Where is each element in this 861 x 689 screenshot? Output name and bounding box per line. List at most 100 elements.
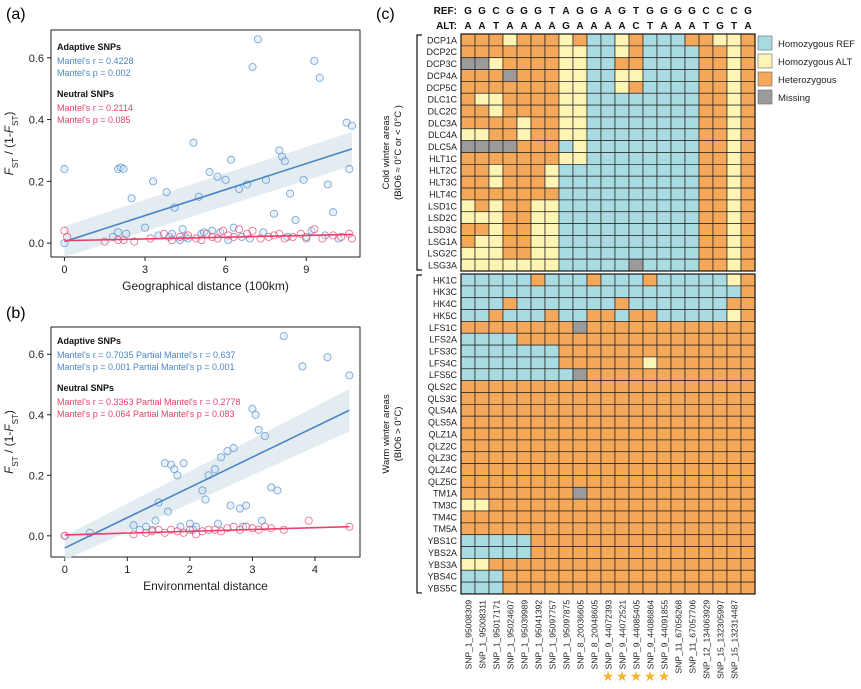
alt-allele: A <box>744 21 751 32</box>
genotype-cell <box>712 235 728 248</box>
genotype-cell <box>740 175 756 189</box>
genotype-cell <box>460 522 476 536</box>
genotype-cell <box>740 69 756 82</box>
genotype-cell <box>488 246 504 260</box>
genotype-cell <box>670 128 686 142</box>
adaptive-point <box>323 353 332 362</box>
neutral-point <box>175 232 185 241</box>
genotype-cell <box>614 415 630 429</box>
genotype-cell <box>530 309 546 322</box>
genotype-cell <box>460 92 476 106</box>
genotype-cell <box>670 175 686 189</box>
genotype-cell <box>586 258 602 272</box>
genotype-cell <box>460 534 476 547</box>
group-title: Warm winter areas <box>381 394 392 474</box>
genotype-cell <box>502 486 518 500</box>
genotype-cell <box>460 569 476 583</box>
adaptive-point <box>278 152 287 161</box>
genotype-cell <box>502 392 518 405</box>
genotype-cell <box>474 569 490 583</box>
adaptive-point <box>242 501 251 510</box>
genotype-cell <box>698 309 714 322</box>
genotype-cell <box>460 175 476 189</box>
neutral-point <box>310 225 319 234</box>
genotype-cell <box>530 57 546 70</box>
genotype-cell <box>698 534 714 547</box>
genotype-cell <box>740 427 756 441</box>
neutral-fit-line <box>64 233 352 242</box>
genotype-cell <box>726 581 742 595</box>
ref-allele: C <box>702 6 709 17</box>
genotype-cell <box>726 463 742 476</box>
genotype-cell <box>460 45 476 59</box>
genotype-cell <box>558 104 574 118</box>
sample-label: HLT2C <box>429 166 457 176</box>
genotype-cell <box>698 140 714 153</box>
genotype-cell <box>558 223 574 236</box>
neutral-point <box>235 225 244 234</box>
genotype-cell <box>614 321 630 334</box>
genotype-cell <box>642 128 658 142</box>
y-axis-label-part: ) <box>2 112 16 116</box>
genotype-cell <box>600 128 616 142</box>
genotype-cell <box>698 116 714 130</box>
genotype-cell <box>740 498 756 512</box>
genotype-cell <box>670 404 686 417</box>
genotype-cell <box>460 187 476 201</box>
genotype-cell <box>656 116 672 130</box>
genotype-cell <box>600 344 616 358</box>
genotype-cell <box>544 510 560 524</box>
genotype-cell <box>516 92 532 106</box>
alt-allele: A <box>506 21 513 32</box>
adaptive-point <box>162 188 171 197</box>
adaptive-point <box>254 425 263 434</box>
genotype-cell <box>698 332 714 346</box>
genotype-cell <box>628 235 644 248</box>
genotype-cell <box>656 321 672 334</box>
genotype-cell <box>628 475 644 488</box>
genotype-cell <box>558 211 574 224</box>
genotype-cell <box>656 415 672 429</box>
genotype-cell <box>474 81 490 94</box>
genotype-cell <box>502 69 518 82</box>
genotype-cell <box>586 569 602 583</box>
genotype-cell <box>698 199 714 213</box>
genotype-cell <box>544 404 560 417</box>
genotype-cell <box>614 510 630 524</box>
genotype-cell <box>530 463 546 476</box>
genotype-cell <box>740 258 756 272</box>
star-icon: ★ <box>658 668 671 684</box>
alt-allele: A <box>576 21 583 32</box>
genotype-cell <box>544 273 560 287</box>
genotype-cell <box>684 380 700 393</box>
genotype-cell <box>572 486 588 500</box>
genotype-cell <box>684 427 700 441</box>
genotype-cell <box>726 175 742 189</box>
sample-label: HK5C <box>433 311 458 321</box>
genotype-cell <box>614 199 630 213</box>
genotype-cell <box>460 581 476 595</box>
adaptive-fit-line <box>64 148 353 243</box>
genotype-cell <box>474 439 490 453</box>
genotype-cell <box>586 439 602 453</box>
genotype-cell <box>474 427 490 441</box>
ref-allele: G <box>506 6 514 17</box>
genotype-cell <box>530 581 546 595</box>
genotype-cell <box>516 368 532 381</box>
genotype-cell <box>572 368 588 381</box>
genotype-cell <box>670 534 686 547</box>
genotype-cell <box>656 246 672 260</box>
ref-allele: G <box>520 6 528 17</box>
genotype-cell <box>628 57 644 70</box>
genotype-cell <box>572 33 588 47</box>
genotype-cell <box>544 258 560 272</box>
genotype-cell <box>516 522 532 536</box>
genotype-cell <box>614 581 630 595</box>
genotype-cell <box>558 116 574 130</box>
genotype-cell <box>488 273 504 287</box>
group-subtitle: (BIO6 ≈ 0°C or < 0°C ) <box>393 105 404 200</box>
snp-label: SNP_1_95008309 <box>464 600 474 670</box>
genotype-cell <box>544 285 560 299</box>
genotype-cell <box>712 427 728 441</box>
genotype-cell <box>628 463 644 476</box>
